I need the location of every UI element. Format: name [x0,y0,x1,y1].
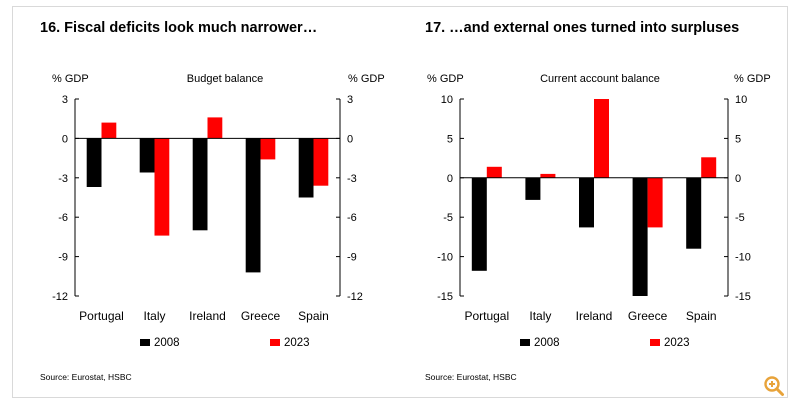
chart-2-subtitle: Current account balance [540,73,660,85]
chart-2-right-tick-label: 10 [735,94,747,106]
chart-1-category-label: Greece [241,309,281,323]
chart-1-left-tick-label: 3 [62,94,68,106]
chart-2-category-label: Portugal [464,309,509,323]
chart-2-right-tick-label: -10 [735,252,751,264]
chart-1-right-tick-label: 0 [347,133,353,145]
chart-1-legend-label-2023: 2023 [284,337,310,349]
chart-2-source: Source: Eurostat, HSBC [425,372,517,382]
chart-1-left-tick-label: -9 [58,252,68,264]
chart-2-category-label: Spain [686,309,717,323]
chart-2-category-label: Greece [628,309,668,323]
chart-1-left-tick-label: -6 [58,212,68,224]
chart-1-subtitle: Budget balance [186,73,264,85]
chart-1-right-tick-label: -9 [347,252,357,264]
chart-2-right-axis-unit: % GDP [734,73,771,85]
chart-1-right-tick-label: -3 [347,173,357,185]
chart-2-bar-ireland-2008 [579,177,594,228]
chart-1-bar-ireland-2008 [192,138,208,231]
chart-1-right-axis-unit: % GDP [348,73,385,85]
chart-1-bar-italy-2023 [154,138,170,236]
chart-2-legend-label-2008: 2008 [534,337,560,349]
chart-1-bar-portugal-2008 [86,138,102,187]
chart-2-bar-portugal-2008 [471,177,487,271]
chart-1-legend-swatch-2023 [270,339,280,346]
chart-2-category-label: Ireland [576,309,613,323]
chart-2-left-tick-label: 5 [447,133,453,145]
chart-2-title: 17. …and external ones turned into surpl… [425,20,740,36]
chart-2-left-axis-unit: % GDP [427,73,464,85]
chart-1-left-tick-label: -12 [52,291,68,303]
chart-2-legend-swatch-2023 [650,339,660,346]
chart-1-left-axis-unit: % GDP [52,73,89,85]
chart-2-left-tick-label: -15 [437,291,453,303]
chart-1-bar-portugal-2023 [101,122,117,139]
chart-1-right-tick-label: 3 [347,94,353,106]
chart-2-left-tick-label: 10 [441,94,453,106]
chart-1-right-tick-label: -6 [347,212,357,224]
chart-2-right-tick-label: 0 [735,173,741,185]
chart-2-bar-portugal-2023 [486,166,502,178]
chart-1-bar-spain-2008 [298,138,314,198]
chart-2-legend-label-2023: 2023 [664,337,690,349]
chart-1-bar-italy-2008 [139,138,155,173]
chart-1-legend-swatch-2008 [140,339,150,346]
chart-2-legend-swatch-2008 [520,339,530,346]
chart-1-bar-ireland-2023 [207,117,223,139]
chart-2-bar-italy-2008 [525,177,541,200]
chart-2-left-tick-label: -5 [443,212,453,224]
chart-2-left-tick-label: 0 [447,173,453,185]
chart-1-category-label: Spain [298,309,329,323]
chart-1-category-label: Italy [143,309,165,323]
chart-1-left-tick-label: 0 [62,133,68,145]
chart-1-title: 16. Fiscal deficits look much narrower… [40,20,318,36]
chart-2-right-tick-label: -5 [735,212,745,224]
chart-2-bar-ireland-2023 [594,99,609,178]
chart-1-left-tick-label: -3 [58,173,68,185]
chart-1-source: Source: Eurostat, HSBC [40,372,132,382]
chart-2-left-tick-label: -10 [437,252,453,264]
chart-2-right-tick-label: -15 [735,291,751,303]
chart-1-category-label: Ireland [189,309,226,323]
chart-1-bar-greece-2008 [245,138,261,273]
chart-1-bar-spain-2023 [313,138,329,186]
chart-1-bar-greece-2023 [260,138,276,160]
chart-2-bar-greece-2023 [647,177,663,228]
chart-2-right-tick-label: 5 [735,133,741,145]
chart-2-bar-spain-2023 [701,157,717,178]
chart-2-bar-spain-2008 [686,177,702,249]
zoom-in-icon[interactable] [762,374,786,398]
chart-2-category-label: Italy [529,309,551,323]
chart-2-bar-greece-2008 [632,177,648,296]
chart-1-right-tick-label: -12 [347,291,363,303]
chart-1-category-label: Portugal [79,309,124,323]
chart-1-legend-label-2008: 2008 [154,337,180,349]
chart-2-bar-italy-2023 [540,173,556,178]
